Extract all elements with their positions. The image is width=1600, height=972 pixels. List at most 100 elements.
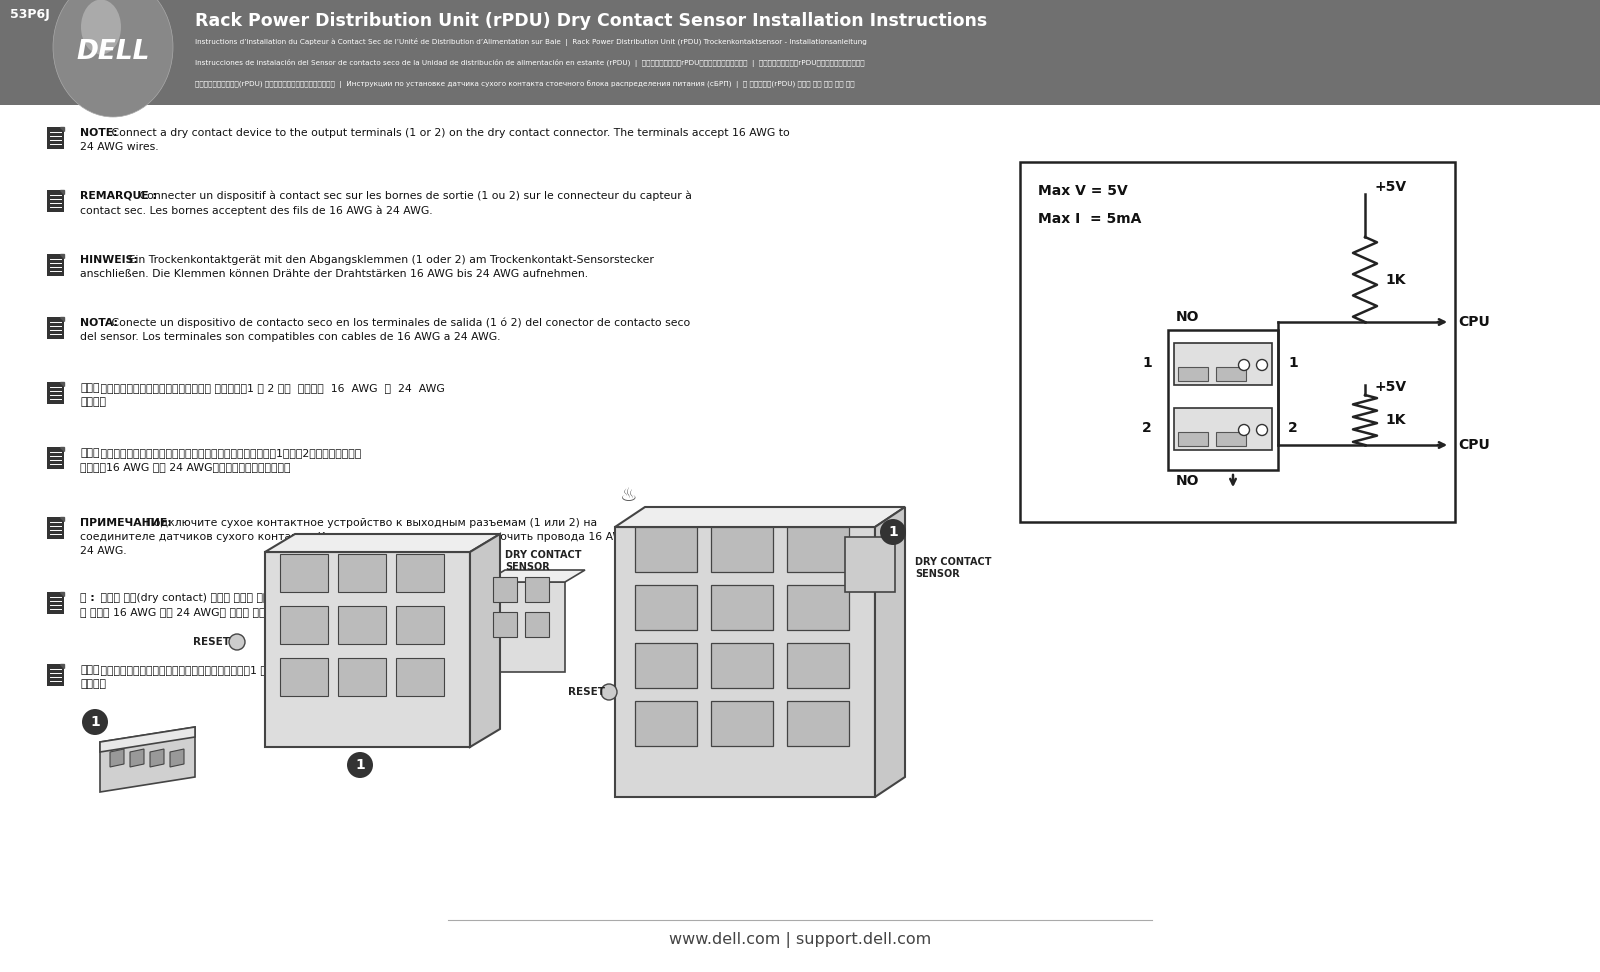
Text: 무전압 접점(dry contact) 장치를 무전압 접점 센서 커넥터의 입력단자(1 또는 2)에 연결하십시오.: 무전압 접점(dry contact) 장치를 무전압 접점 센서 커넥터의 입…	[96, 593, 440, 603]
Circle shape	[602, 684, 618, 700]
Text: 24 AWG.: 24 AWG.	[80, 546, 126, 556]
Text: DRY CONTACT
SENSOR: DRY CONTACT SENSOR	[506, 550, 581, 572]
Text: 1: 1	[355, 758, 365, 772]
Bar	[485, 582, 565, 672]
Bar	[493, 577, 517, 602]
Text: 53P6J: 53P6J	[10, 8, 50, 21]
Circle shape	[229, 634, 245, 650]
Polygon shape	[61, 592, 64, 596]
Text: 1: 1	[90, 715, 99, 729]
Bar	[1174, 408, 1272, 450]
Bar	[46, 664, 64, 686]
Text: RESET: RESET	[194, 637, 230, 647]
Text: del sensor. Los terminales son compatibles con cables de 16 AWG a 24 AWG.: del sensor. Los terminales son compatibl…	[80, 332, 501, 342]
Text: ラック用配電ユニット(rPDU) ドライ接触センサー取り付け説明書  |  Инструкции по установке датчика сухого кон: ラック用配電ユニット(rPDU) ドライ接触センサー取り付け説明書 | Инст…	[195, 80, 854, 87]
Text: Instructions d’installation du Capteur à Contact Sec de l’Unité de Distribution : Instructions d’installation du Capteur à…	[195, 38, 867, 46]
Bar	[525, 577, 549, 602]
Bar	[46, 254, 64, 276]
Text: Подключите сухое контактное устройство к выходным разъемам (1 или 2) на: Подключите сухое контактное устройство к…	[141, 518, 597, 528]
Text: 1: 1	[1142, 356, 1152, 370]
Text: NO: NO	[1176, 474, 1200, 488]
Polygon shape	[110, 749, 125, 767]
Bar	[1178, 432, 1208, 446]
Bar	[46, 317, 64, 339]
Polygon shape	[470, 534, 499, 747]
Polygon shape	[614, 507, 906, 527]
Text: Conecte un dispositivo de contacto seco en los terminales de salida (1 ó 2) del : Conecte un dispositivo de contacto seco …	[109, 318, 690, 329]
Text: 주 :: 주 :	[80, 593, 94, 603]
Bar	[280, 554, 328, 592]
Text: HINWEIS:: HINWEIS:	[80, 255, 138, 265]
Circle shape	[82, 709, 109, 735]
Text: ПРИМЕЧАНИЕ:: ПРИМЕЧАНИЕ:	[80, 518, 171, 528]
Bar	[280, 658, 328, 696]
Bar	[525, 612, 549, 637]
Text: CPU: CPU	[1458, 438, 1490, 452]
Bar	[635, 643, 698, 688]
Text: contact sec. Les bornes acceptent des fils de 16 AWG à 24 AWG.: contact sec. Les bornes acceptent des fi…	[80, 205, 432, 216]
Bar	[710, 585, 773, 630]
Polygon shape	[485, 570, 586, 582]
Text: RESET: RESET	[568, 687, 605, 697]
Bar	[1178, 367, 1208, 381]
Bar	[338, 554, 386, 592]
Bar	[46, 382, 64, 404]
Bar	[1168, 330, 1278, 470]
Bar	[635, 527, 698, 572]
Ellipse shape	[82, 0, 122, 54]
Bar	[635, 701, 698, 746]
Bar	[397, 658, 445, 696]
Text: 2: 2	[1288, 421, 1298, 435]
Text: +5V: +5V	[1374, 380, 1406, 394]
Text: соединителе датчиков сухого контакта. К этим разъемам можно подключить провода 1: соединителе датчиков сухого контакта. К …	[80, 532, 638, 542]
Polygon shape	[61, 664, 64, 668]
Polygon shape	[875, 507, 906, 797]
Circle shape	[880, 519, 906, 545]
Text: 1: 1	[888, 525, 898, 539]
Bar	[397, 606, 445, 644]
Bar	[338, 658, 386, 696]
Text: 将乾接點設备连接到乾接點感器连接器 的輸出端（1 或 2 ）。  端口接受  16  AWG  到  24  AWG: 将乾接點設备连接到乾接點感器连接器 的輸出端（1 或 2 ）。 端口接受 16 …	[96, 383, 445, 393]
Bar	[46, 592, 64, 614]
Circle shape	[1256, 360, 1267, 370]
Polygon shape	[61, 382, 64, 386]
Ellipse shape	[53, 0, 173, 117]
Text: ♨: ♨	[621, 486, 637, 505]
Text: 的電線。: 的電線。	[80, 679, 106, 689]
Bar	[1216, 432, 1246, 446]
Bar	[787, 585, 850, 630]
Text: DRY CONTACT
SENSOR: DRY CONTACT SENSOR	[915, 557, 992, 578]
Bar	[787, 643, 850, 688]
Bar	[787, 701, 850, 746]
Text: Instrucciones de instalación del Sensor de contacto seco de la Unidad de distrib: Instrucciones de instalación del Sensor …	[195, 59, 864, 67]
Text: anschließen. Die Klemmen können Drähte der Drahtstärken 16 AWG bis 24 AWG aufneh: anschließen. Die Klemmen können Drähte d…	[80, 269, 589, 279]
Polygon shape	[130, 749, 144, 767]
Polygon shape	[266, 534, 499, 552]
Bar	[1174, 343, 1272, 385]
Text: ドライ接触装置をドライ接触センサーコネクタの出力端子（1または2）に接続します。: ドライ接触装置をドライ接触センサーコネクタの出力端子（1または2）に接続します。	[96, 448, 362, 458]
Polygon shape	[150, 749, 165, 767]
Text: 注意：: 注意：	[80, 665, 99, 675]
Bar	[710, 643, 773, 688]
Bar	[1216, 367, 1246, 381]
Text: 注意：: 注意：	[80, 383, 99, 393]
Polygon shape	[99, 727, 195, 752]
Polygon shape	[61, 317, 64, 321]
Bar	[280, 606, 328, 644]
Bar	[46, 517, 64, 539]
Circle shape	[1256, 425, 1267, 435]
Bar	[710, 527, 773, 572]
Bar	[46, 127, 64, 149]
Text: 이 단자는 16 AWG 내지 24 AWG의 전선을 수용합니다.: 이 단자는 16 AWG 내지 24 AWG의 전선을 수용합니다.	[80, 607, 288, 617]
Text: www.dell.com | support.dell.com: www.dell.com | support.dell.com	[669, 932, 931, 948]
Circle shape	[347, 752, 373, 778]
Text: 將乾接點設備連接到乾接點感測器連接器的輸出端（1 或 2）。  端子接受 16 AWG 到 24 AWG: 將乾接點設備連接到乾接點感測器連接器的輸出端（1 或 2）。 端子接受 16 A…	[96, 665, 427, 675]
Bar	[397, 554, 445, 592]
Polygon shape	[170, 749, 184, 767]
Bar	[635, 585, 698, 630]
Text: 2: 2	[1142, 421, 1152, 435]
Polygon shape	[61, 517, 64, 521]
Bar	[787, 527, 850, 572]
Bar	[845, 537, 894, 592]
Polygon shape	[61, 447, 64, 451]
